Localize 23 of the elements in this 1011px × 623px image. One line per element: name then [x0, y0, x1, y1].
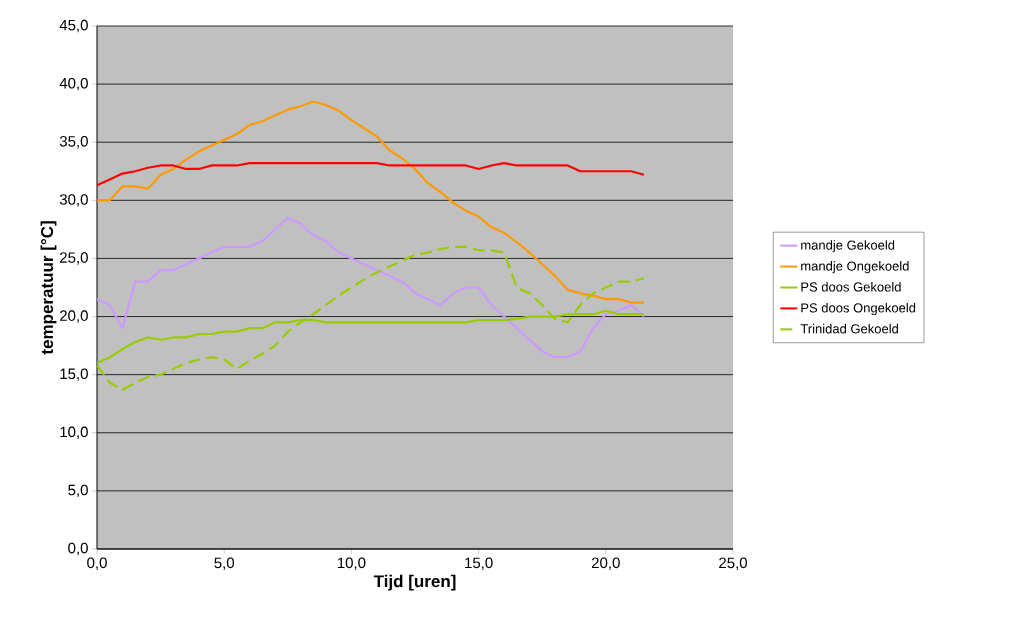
x-tick-label: 0,0 — [87, 557, 107, 570]
x-tick-label: 25,0 — [719, 557, 747, 570]
legend-label: Trinidad Gekoeld — [800, 323, 898, 334]
y-tick-label: 15,0 — [60, 368, 88, 381]
y-tick-label: 40,0 — [59, 77, 88, 91]
y-tick-label: 20,0 — [60, 310, 88, 323]
y-tick-label: 5,0 — [68, 484, 88, 498]
y-tick-label: 0,0 — [68, 542, 88, 556]
y-axis-title: temperatuur [°C] — [40, 221, 57, 355]
legend-label: PS doos Ongekoeld — [801, 302, 916, 316]
legend-label: mandje Gekoeld — [801, 240, 895, 253]
y-tick-label: 10,0 — [60, 426, 88, 439]
x-tick-label: 20,0 — [591, 557, 620, 570]
x-tick-label: 10,0 — [337, 557, 366, 570]
x-tick-label: 5,0 — [214, 557, 235, 570]
legend-label: mandje Ongekoeld — [801, 261, 909, 274]
y-tick-label: 45,0 — [59, 19, 88, 33]
legend-label: PS doos Gekoeld — [801, 282, 901, 292]
y-tick-label: 35,0 — [59, 136, 88, 149]
y-tick-label: 30,0 — [59, 194, 88, 207]
x-tick-label: 15,0 — [465, 557, 493, 570]
y-tick-label: 25,0 — [60, 252, 88, 265]
x-axis-title: Tijd [uren] — [373, 574, 456, 591]
